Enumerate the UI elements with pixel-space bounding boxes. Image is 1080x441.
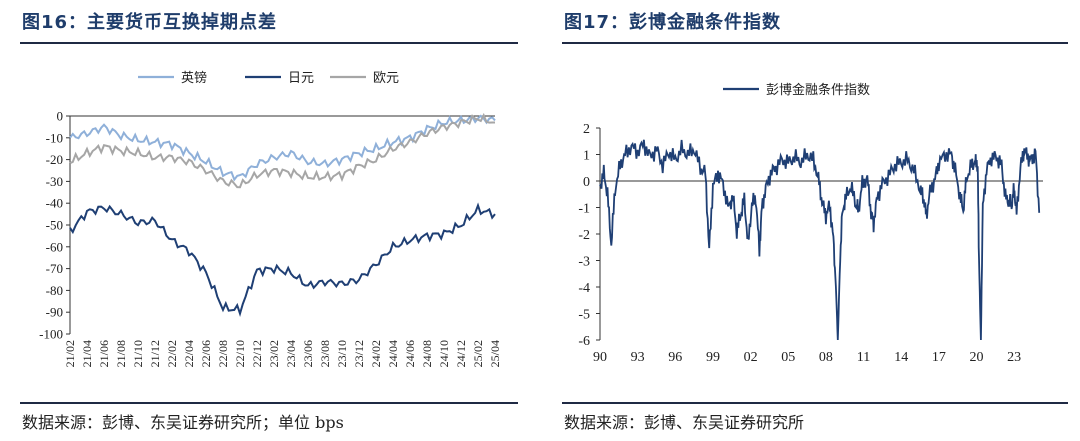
series-line-eur xyxy=(69,112,495,189)
y-tick-label: -2 xyxy=(578,228,590,243)
x-tick-label: 21/10 xyxy=(131,340,145,367)
x-tick-label: 22/06 xyxy=(199,340,213,367)
x-tick-label: 93 xyxy=(631,350,645,365)
y-tick-label: -20 xyxy=(46,152,63,167)
swap-spread-chart: 英镑 日元 欧元0-10-20-30-40-50-60-70-80-90-10021… xyxy=(39,70,502,367)
legend-label: 英镑 xyxy=(181,70,207,85)
x-tick-label: 25/04 xyxy=(488,340,502,367)
x-tick-label: 22/10 xyxy=(233,340,247,367)
x-tick-label: 21/02 xyxy=(63,340,77,367)
legend-label: 彭博金融条件指数 xyxy=(766,82,870,97)
x-tick-label: 14 xyxy=(894,350,908,365)
x-tick-label: 05 xyxy=(781,350,795,365)
x-tick-label: 23 xyxy=(1007,350,1021,365)
y-tick-label: -50 xyxy=(46,218,63,233)
x-tick-label: 24/06 xyxy=(403,340,417,367)
x-tick-label: 22/02 xyxy=(165,340,179,367)
source-note: 数据来源：彭博、东吴证券研究所 xyxy=(564,413,805,432)
x-tick-label: 23/10 xyxy=(335,340,349,367)
x-tick-label: 21/06 xyxy=(97,340,111,367)
legend-label: 日元 xyxy=(288,70,314,85)
x-tick-label: 96 xyxy=(668,350,682,365)
x-tick-label: 23/08 xyxy=(318,340,332,367)
y-tick-label: -90 xyxy=(46,305,63,320)
y-tick-label: -10 xyxy=(46,130,63,145)
x-tick-label: 24/12 xyxy=(454,340,468,367)
y-tick-label: -5 xyxy=(578,308,590,323)
x-tick-label: 23/12 xyxy=(352,340,366,367)
legend-label: 欧元 xyxy=(373,70,399,85)
x-tick-label: 20 xyxy=(969,350,983,365)
title-divider xyxy=(562,42,1068,44)
x-tick-label: 11 xyxy=(857,350,870,365)
x-tick-label: 17 xyxy=(932,350,946,365)
x-tick-label: 22/08 xyxy=(216,340,230,367)
x-tick-label: 21/04 xyxy=(80,340,94,367)
x-tick-label: 99 xyxy=(706,350,720,365)
x-tick-label: 25/02 xyxy=(471,340,485,367)
x-tick-label: 22/04 xyxy=(182,340,196,367)
x-tick-label: 02 xyxy=(744,350,758,365)
y-tick-label: -70 xyxy=(46,261,63,276)
left-figure-panel: 图16：主要货币互换掉期点差 英镑 日元 欧元 0 -10 -20 -30 -40 -50 -60… xyxy=(0,0,528,441)
figure-title: 图16：主要货币互换掉期点差 xyxy=(22,12,278,33)
y-tick-label: -4 xyxy=(578,281,590,296)
series-line-fci xyxy=(599,139,1041,341)
y-tick-label: 2 xyxy=(583,122,590,137)
footer-divider xyxy=(20,402,518,404)
x-tick-label: 24/04 xyxy=(386,340,400,367)
y-tick-label: -3 xyxy=(578,255,590,270)
x-tick-label: 21/12 xyxy=(148,340,162,367)
footer-divider xyxy=(562,402,1068,404)
y-tick-label: -6 xyxy=(578,334,590,349)
y-tick-label: 0 xyxy=(57,109,64,124)
x-tick-label: 23/06 xyxy=(301,340,315,367)
x-tick-label: 24/02 xyxy=(369,340,383,367)
right-figure-panel: 图17：彭博金融条件指数 彭博金融条件指数 2 1 0 -1 -2 -3 -4 -5 -6 90 93… xyxy=(548,0,1080,441)
y-tick-label: -100 xyxy=(39,327,63,342)
y-tick-label: -30 xyxy=(46,174,63,189)
source-note: 数据来源：彭博、东吴证券研究所；单位 bps xyxy=(22,413,344,432)
x-tick-label: 90 xyxy=(593,350,607,365)
series-line-jpy xyxy=(69,202,496,317)
y-tick-label: -60 xyxy=(46,239,63,254)
y-tick-label: -80 xyxy=(46,283,63,298)
figure-title: 图17：彭博金融条件指数 xyxy=(564,12,782,33)
x-tick-label: 08 xyxy=(819,350,833,365)
x-tick-label: 24/08 xyxy=(420,340,434,367)
y-tick-label: 0 xyxy=(583,175,590,190)
x-tick-label: 22/12 xyxy=(250,340,264,367)
y-tick-label: -40 xyxy=(46,196,63,211)
x-tick-label: 21/08 xyxy=(114,340,128,367)
x-tick-label: 24/10 xyxy=(437,340,451,367)
y-tick-label: -1 xyxy=(578,202,590,217)
x-tick-label: 23/04 xyxy=(284,340,298,367)
title-divider xyxy=(20,42,518,44)
x-tick-label: 23/02 xyxy=(267,340,281,367)
fci-chart: 彭博金融条件指数 2 1 0 -1 -2 -3 -4 -5 -690 93 96 99 02 05 08 11 1… xyxy=(578,82,1043,365)
y-tick-label: 1 xyxy=(583,149,590,164)
